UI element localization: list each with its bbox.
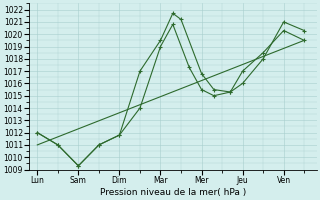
X-axis label: Pression niveau de la mer( hPa ): Pression niveau de la mer( hPa ) xyxy=(100,188,246,197)
